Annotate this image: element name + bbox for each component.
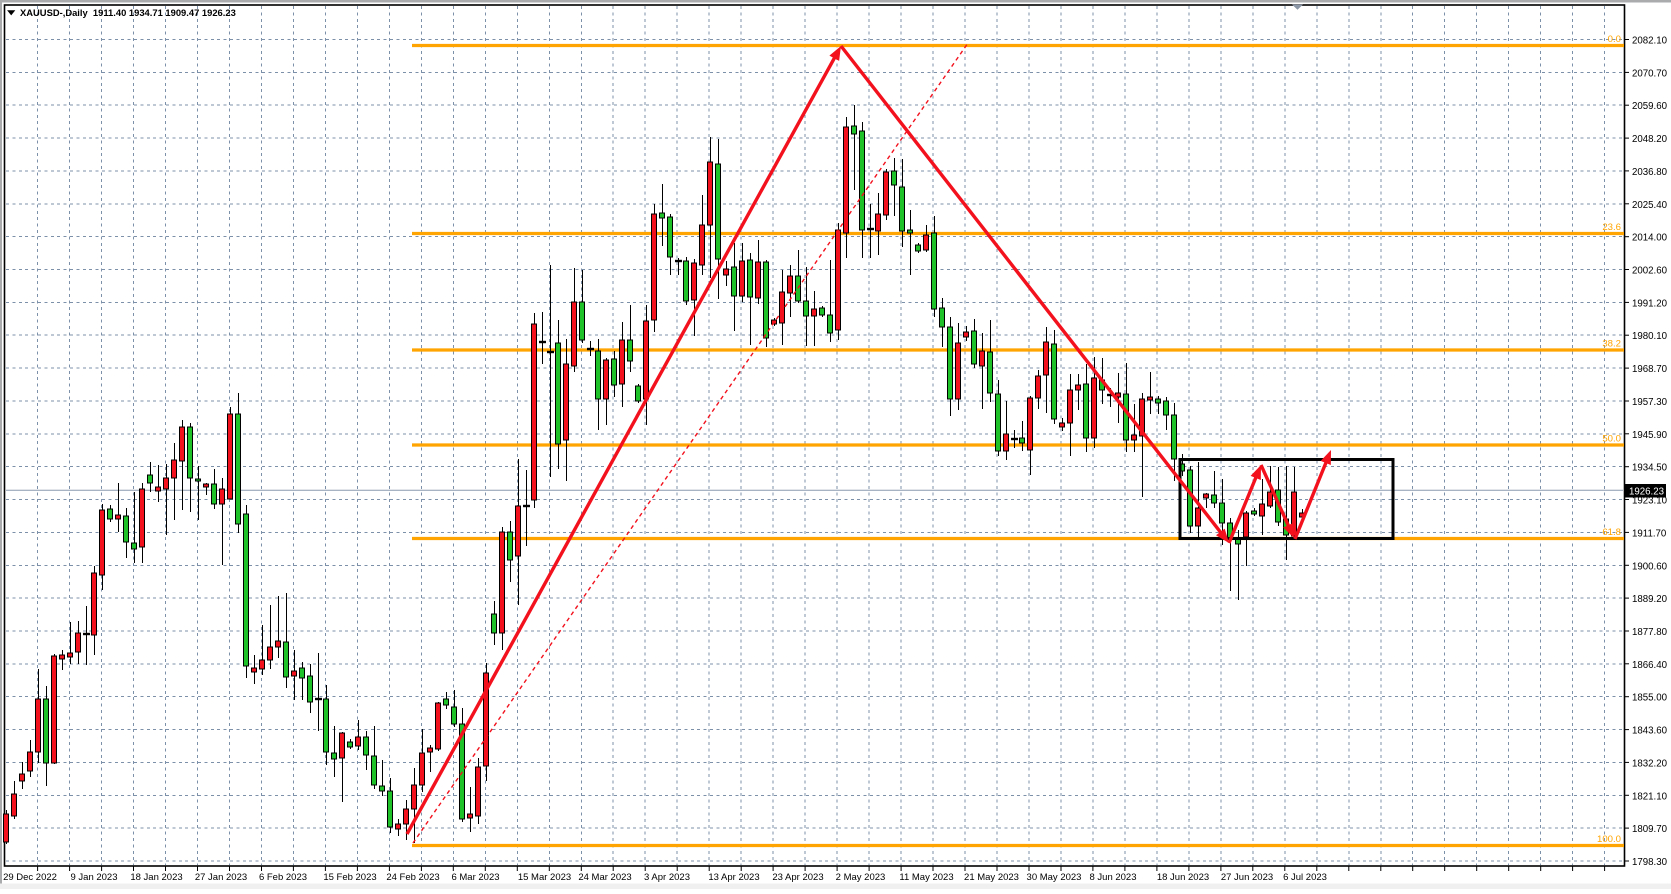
svg-text:1991.20: 1991.20 (1632, 298, 1668, 309)
svg-text:24 Feb 2023: 24 Feb 2023 (386, 872, 439, 883)
svg-text:15 Mar 2023: 15 Mar 2023 (518, 872, 571, 883)
svg-text:100.0: 100.0 (1597, 834, 1621, 845)
svg-text:1877.80: 1877.80 (1632, 627, 1668, 638)
svg-text:2025.40: 2025.40 (1632, 200, 1668, 211)
svg-text:1923.10: 1923.10 (1632, 496, 1668, 507)
svg-text:1843.60: 1843.60 (1632, 726, 1668, 737)
svg-text:2014.00: 2014.00 (1632, 233, 1668, 244)
svg-text:6 Jul 2023: 6 Jul 2023 (1283, 872, 1327, 883)
svg-text:1832.20: 1832.20 (1632, 758, 1668, 769)
svg-text:27 Jun 2023: 27 Jun 2023 (1221, 872, 1273, 883)
svg-text:8 Jun 2023: 8 Jun 2023 (1089, 872, 1136, 883)
svg-text:XAUUSD-,Daily 1911.40 1934.71: XAUUSD-,Daily 1911.40 1934.71 1909.47 19… (20, 7, 236, 18)
svg-text:2048.20: 2048.20 (1632, 134, 1668, 145)
svg-text:11 May 2023: 11 May 2023 (899, 872, 953, 883)
svg-text:1798.30: 1798.30 (1632, 857, 1668, 868)
svg-text:1980.10: 1980.10 (1632, 331, 1668, 342)
svg-text:38.2: 38.2 (1602, 339, 1621, 350)
svg-text:24 Mar 2023: 24 Mar 2023 (578, 872, 631, 883)
svg-text:21 May 2023: 21 May 2023 (964, 872, 1019, 883)
svg-text:23 Apr 2023: 23 Apr 2023 (772, 872, 823, 883)
svg-text:1866.40: 1866.40 (1632, 660, 1668, 671)
svg-text:1889.20: 1889.20 (1632, 594, 1668, 605)
svg-text:1945.90: 1945.90 (1632, 430, 1668, 441)
svg-text:61.8: 61.8 (1602, 527, 1621, 538)
svg-text:1957.30: 1957.30 (1632, 397, 1668, 408)
svg-text:6 Mar 2023: 6 Mar 2023 (451, 872, 499, 883)
svg-text:1968.70: 1968.70 (1632, 364, 1668, 375)
svg-text:1911.70: 1911.70 (1632, 528, 1667, 539)
svg-text:2082.10: 2082.10 (1632, 36, 1668, 47)
svg-text:9 Jan 2023: 9 Jan 2023 (70, 872, 117, 883)
svg-text:1855.00: 1855.00 (1632, 693, 1668, 704)
svg-text:2036.80: 2036.80 (1632, 167, 1668, 178)
svg-text:13 Apr 2023: 13 Apr 2023 (708, 872, 759, 883)
svg-text:23.6: 23.6 (1602, 222, 1621, 233)
svg-text:1821.10: 1821.10 (1632, 791, 1668, 802)
svg-text:29 Dec 2022: 29 Dec 2022 (3, 872, 57, 883)
svg-text:50.0: 50.0 (1602, 434, 1621, 445)
svg-text:1809.70: 1809.70 (1632, 824, 1668, 835)
svg-text:15 Feb 2023: 15 Feb 2023 (323, 872, 376, 883)
svg-text:3 Apr 2023: 3 Apr 2023 (644, 872, 690, 883)
svg-text:18 Jun 2023: 18 Jun 2023 (1157, 872, 1209, 883)
svg-text:2002.60: 2002.60 (1632, 266, 1668, 277)
svg-text:1934.50: 1934.50 (1632, 463, 1668, 474)
svg-text:0.0: 0.0 (1608, 34, 1621, 45)
svg-text:2059.60: 2059.60 (1632, 101, 1668, 112)
svg-text:2070.70: 2070.70 (1632, 68, 1668, 79)
svg-text:1900.60: 1900.60 (1632, 561, 1668, 572)
svg-text:2 May 2023: 2 May 2023 (836, 872, 886, 883)
svg-text:27 Jan 2023: 27 Jan 2023 (195, 872, 247, 883)
svg-text:1926.23: 1926.23 (1629, 486, 1664, 497)
svg-text:30 May 2023: 30 May 2023 (1027, 872, 1082, 883)
svg-text:6 Feb 2023: 6 Feb 2023 (259, 872, 307, 883)
svg-text:18 Jan 2023: 18 Jan 2023 (130, 872, 182, 883)
